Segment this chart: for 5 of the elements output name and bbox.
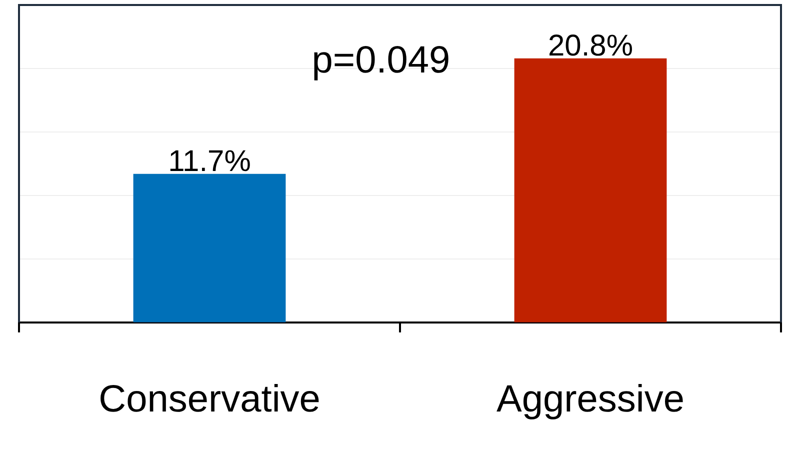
x-tick-label: Conservative [98, 378, 320, 421]
data-label: 20.8% [548, 30, 634, 63]
x-tick-label: Aggressive [496, 378, 684, 421]
data-label: 11.7% [168, 145, 251, 178]
annotation: p=0.049 [312, 39, 450, 82]
